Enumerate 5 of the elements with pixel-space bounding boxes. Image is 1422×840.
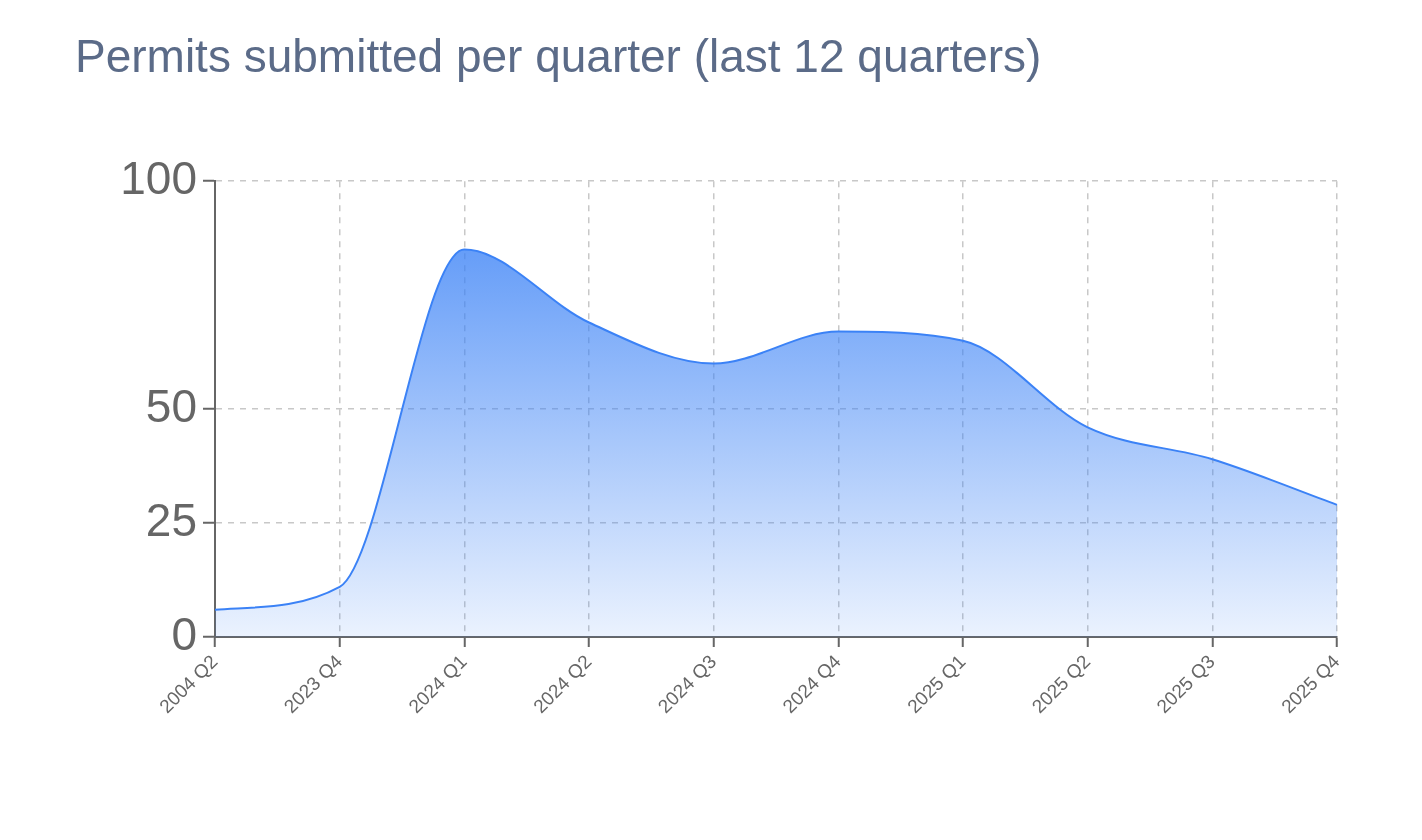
y-tick-label: 100 bbox=[120, 151, 197, 204]
y-tick-label: 25 bbox=[145, 493, 197, 546]
y-tick-label: 50 bbox=[145, 379, 197, 432]
y-tick-label: 0 bbox=[171, 607, 197, 660]
chart-title: Permits submitted per quarter (last 12 quarters) bbox=[75, 30, 1042, 83]
